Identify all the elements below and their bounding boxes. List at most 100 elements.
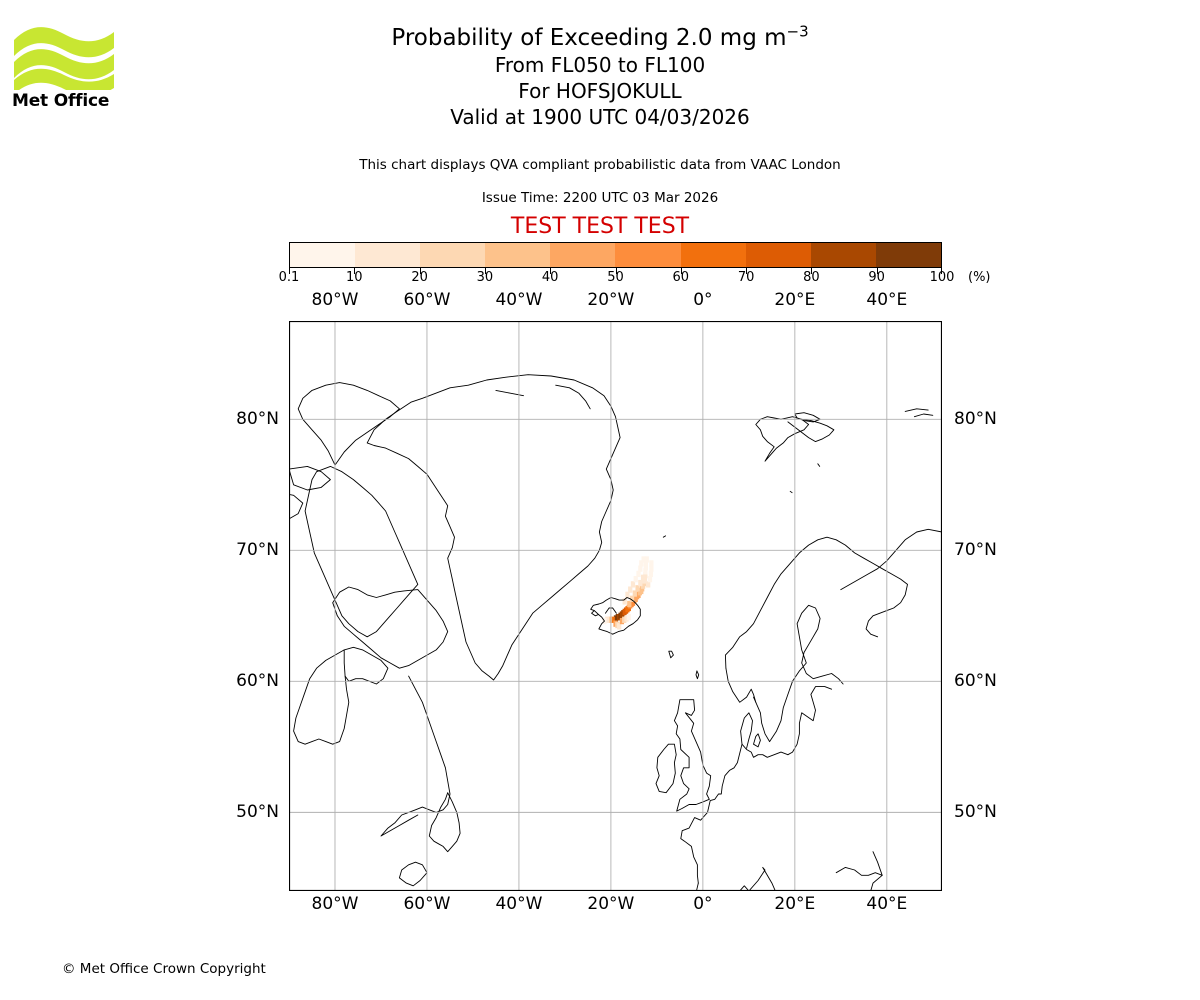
coastline-baffin xyxy=(332,586,449,669)
graticule-layer xyxy=(289,321,942,891)
coastline-gb xyxy=(673,699,712,812)
coastline-germany xyxy=(680,743,743,884)
colorbar-tick-label-3: 30 xyxy=(476,270,494,285)
colorbar-band-9 xyxy=(875,243,941,267)
lon-label-top-0: 80°W xyxy=(311,290,359,310)
valid-time-subtitle: Valid at 1900 UTC 04/03/2026 xyxy=(450,105,750,129)
ash-cell xyxy=(636,570,641,578)
logo-wave-1 xyxy=(14,27,114,58)
coastline-layer xyxy=(289,374,942,891)
coastline-nscotia xyxy=(398,861,428,887)
ash-concentration-layer xyxy=(602,556,654,630)
colorbar-band-5 xyxy=(615,243,681,267)
colorbar-band-4 xyxy=(550,243,616,267)
lon-label-bottom-2: 40°W xyxy=(495,894,543,914)
ash-cell xyxy=(635,585,640,592)
colorbar-tick-label-5: 50 xyxy=(607,270,624,285)
lat-label-left-0: 80°N xyxy=(236,409,279,430)
ash-cell xyxy=(644,556,649,563)
ash-cell xyxy=(624,615,629,622)
coastline-med2 xyxy=(870,851,883,891)
colorbar-band-7 xyxy=(745,243,811,267)
coastline-estonia xyxy=(787,686,833,756)
ash-cell xyxy=(648,570,654,578)
lon-label-top-6: 40°E xyxy=(866,290,908,310)
ash-cell xyxy=(649,560,654,567)
lon-label-top-3: 20°W xyxy=(587,290,635,310)
ash-cell xyxy=(639,560,644,567)
coastline-denmark2 xyxy=(753,733,761,748)
ash-cell xyxy=(629,595,635,602)
ash-cell xyxy=(627,600,632,608)
ash-cell xyxy=(643,560,648,567)
lat-label-right-2: 60°N xyxy=(954,671,997,692)
colorbar-tick-label-2: 20 xyxy=(411,270,428,285)
page-title-text: Probability of Exceeding 2.0 mg m xyxy=(391,25,787,51)
ash-cell xyxy=(630,581,636,588)
coastline-gl_inner1 xyxy=(555,384,591,410)
coastline-fz2 xyxy=(904,408,929,412)
colorbar-tick-label-9: 90 xyxy=(868,270,885,285)
lat-label-right-0: 80°N xyxy=(954,409,997,430)
ash-cell xyxy=(633,575,638,583)
colorbar-tick-2 xyxy=(419,268,421,274)
coastline-arctic_is xyxy=(289,493,304,520)
logo-wave-3 xyxy=(14,68,114,90)
lon-label-top-5: 20°E xyxy=(774,290,816,310)
met-office-logo: Met Office xyxy=(12,22,122,117)
colorbar-tick-label-6: 60 xyxy=(672,270,690,285)
coastline-ice_nw xyxy=(591,610,599,617)
coastline-shetland xyxy=(695,670,700,680)
lat-label-right-3: 50°N xyxy=(954,802,997,823)
coastline-hopen xyxy=(817,463,821,467)
ash-cell xyxy=(619,617,625,625)
ash-cell xyxy=(638,579,643,587)
lon-label-top-4: 0° xyxy=(693,290,713,310)
ash-cell xyxy=(617,623,622,630)
ash-cell xyxy=(641,556,646,563)
coastline-nzem xyxy=(840,528,942,591)
issue-time: Issue Time: 2200 UTC 03 Mar 2026 xyxy=(481,190,719,206)
colorbar-tick-10 xyxy=(941,268,942,274)
lon-label-top-1: 60°W xyxy=(403,290,451,310)
lon-label-bottom-4: 0° xyxy=(693,894,713,914)
lon-label-bottom-6: 40°E xyxy=(866,894,908,914)
map-canvas[interactable] xyxy=(289,321,942,891)
coastline-ell2 xyxy=(304,465,419,638)
ash-cell xyxy=(632,590,637,597)
colorbar-tick-label-0: 0.1 xyxy=(278,270,300,285)
probability-colorbar xyxy=(289,242,942,268)
ash-cell xyxy=(628,586,633,593)
logo-wave-2 xyxy=(14,49,114,80)
lat-label-left-2: 60°N xyxy=(236,671,279,692)
ash-cell xyxy=(643,564,648,571)
colorbar-tick-label-10: 100 xyxy=(929,270,955,285)
lon-label-bottom-0: 80°W xyxy=(311,894,359,914)
coastline-faroe xyxy=(668,650,674,659)
coastline-norway_s xyxy=(725,667,757,703)
ash-cell xyxy=(646,581,651,588)
coastline-bear xyxy=(789,490,793,494)
ash-cell xyxy=(638,565,643,572)
map-plot-area[interactable] xyxy=(289,321,942,891)
ash-cell xyxy=(626,613,631,621)
coastline-ireland xyxy=(655,743,677,794)
coastline-greenland xyxy=(366,374,621,681)
chart-title-block: Probability of Exceeding 2.0 mg m−3 From… xyxy=(0,24,1200,130)
lat-label-left-1: 70°N xyxy=(236,540,279,561)
ash-cell xyxy=(647,575,653,583)
copyright-notice: © Met Office Crown Copyright xyxy=(62,961,266,977)
colorbar-tick-3 xyxy=(484,268,486,274)
flight-level-subtitle: From FL050 to FL100 xyxy=(494,53,706,77)
coastline-sweden xyxy=(755,604,844,743)
colorbar-band-6 xyxy=(680,243,746,267)
coastline-newf xyxy=(428,792,461,853)
coastline-svalb_main xyxy=(755,416,810,462)
colorbar-labels: 0.1 10 20 30 40 50 60 70 80 90 100 xyxy=(279,270,955,288)
coastline-blacksea xyxy=(835,866,883,876)
colorbar-tick-label-1: 10 xyxy=(346,270,363,285)
colorbar-tick-7 xyxy=(746,268,748,274)
lon-label-bottom-5: 20°E xyxy=(774,894,816,914)
ash-cell xyxy=(610,616,615,623)
test-banner: TEST TEST TEST xyxy=(510,214,690,239)
